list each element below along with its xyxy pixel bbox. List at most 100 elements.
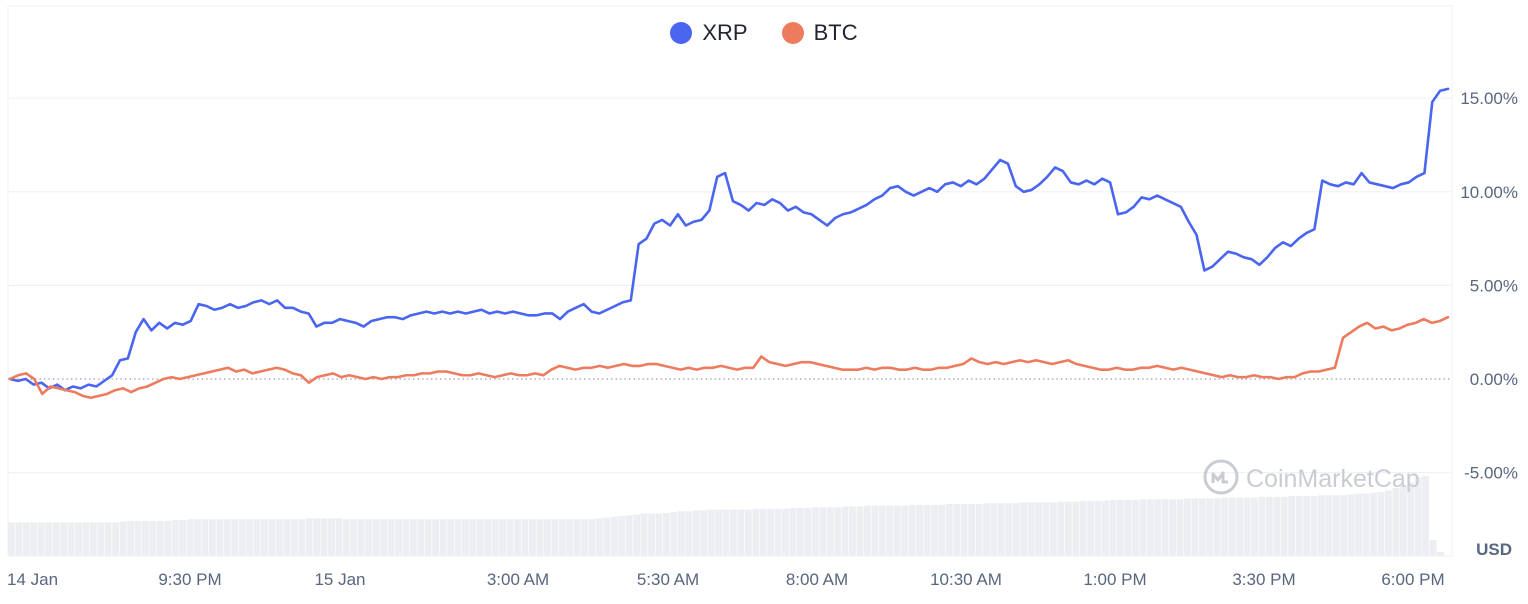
volume-bar bbox=[930, 504, 938, 556]
volume-bar bbox=[1332, 495, 1340, 556]
volume-bar bbox=[1221, 497, 1229, 556]
volume-bar bbox=[1318, 495, 1325, 556]
volume-bar bbox=[997, 503, 1005, 556]
x-tick-label: 10:30 AM bbox=[930, 570, 1002, 589]
x-tick-label: 6:00 PM bbox=[1381, 570, 1444, 589]
volume-bar bbox=[261, 519, 268, 556]
volume-bar bbox=[856, 506, 864, 556]
volume-bar bbox=[551, 519, 559, 556]
volume-bar bbox=[610, 516, 618, 556]
volume-bar bbox=[60, 522, 67, 556]
volume-bar bbox=[402, 519, 410, 556]
volume-bar bbox=[945, 504, 953, 556]
volume-bar bbox=[811, 507, 819, 556]
volume-bar bbox=[871, 505, 879, 556]
volume-bar bbox=[156, 520, 164, 556]
volume-bar bbox=[1057, 501, 1065, 556]
y-tick-label: 15.00% bbox=[1460, 89, 1518, 108]
volume-bar bbox=[730, 509, 737, 556]
volume-bar bbox=[439, 519, 447, 556]
volume-bar bbox=[1042, 502, 1050, 556]
volume-bar bbox=[1161, 499, 1169, 556]
volume-bar bbox=[1355, 493, 1363, 556]
volume-bar bbox=[1191, 498, 1199, 556]
volume-bar bbox=[938, 504, 946, 556]
volume-bar bbox=[581, 519, 588, 556]
volume-bar bbox=[1258, 496, 1266, 556]
volume-bar bbox=[923, 504, 931, 556]
volume-bar bbox=[692, 510, 700, 556]
volume-bar bbox=[1273, 496, 1281, 556]
legend-dot-btc bbox=[781, 22, 804, 44]
volume-bar bbox=[179, 520, 187, 556]
legend-item-btc[interactable]: BTC bbox=[781, 20, 858, 46]
series-line-btc[interactable] bbox=[8, 315, 1450, 400]
volume-bar bbox=[22, 522, 30, 556]
volume-bar bbox=[968, 504, 976, 556]
volume-bar bbox=[134, 520, 142, 556]
volume-bar bbox=[1325, 495, 1333, 556]
volume-bar bbox=[1303, 496, 1310, 556]
volume-bar bbox=[216, 519, 224, 556]
volume-bar bbox=[640, 513, 648, 556]
volume-bar bbox=[350, 519, 358, 556]
legend-label-btc: BTC bbox=[813, 20, 858, 45]
volume-bar bbox=[1407, 482, 1415, 556]
volume-bar bbox=[878, 505, 886, 556]
volume-bar bbox=[849, 506, 856, 556]
volume-bar bbox=[37, 522, 45, 556]
volume-bar bbox=[8, 522, 15, 556]
x-tick-label: 5:30 AM bbox=[637, 570, 699, 589]
x-tick-label: 14 Jan bbox=[7, 570, 58, 589]
volume-bar bbox=[380, 519, 388, 556]
volume-bar bbox=[558, 519, 566, 556]
volume-bar bbox=[983, 503, 990, 556]
volume-bar bbox=[759, 508, 767, 556]
volume-bar bbox=[290, 519, 298, 556]
volume-bar bbox=[305, 518, 313, 556]
volume-bar bbox=[975, 504, 983, 556]
volume-bar bbox=[417, 519, 425, 556]
coinmarketcap-logo bbox=[1203, 459, 1239, 495]
volume-bar bbox=[335, 518, 343, 556]
volume-bar bbox=[1154, 499, 1162, 556]
volume-bar bbox=[1012, 503, 1020, 556]
volume-bar bbox=[1087, 500, 1095, 556]
volume-bar bbox=[1236, 497, 1243, 556]
volume-bar bbox=[514, 519, 521, 556]
volume-bar bbox=[707, 509, 715, 556]
volume-bar bbox=[953, 504, 961, 556]
volume-bar bbox=[1288, 496, 1296, 556]
series-line-xrp[interactable] bbox=[8, 87, 1450, 392]
volume-bar bbox=[1213, 498, 1221, 556]
volume-bars bbox=[8, 476, 1444, 556]
x-axis-labels: 14 Jan 9:30 PM 15 Jan 3:00 AM 5:30 AM 8:00 AM… bbox=[7, 570, 1445, 589]
x-tick-label: 15 Jan bbox=[314, 570, 365, 589]
volume-bar bbox=[655, 513, 663, 556]
legend-item-xrp[interactable]: XRP bbox=[670, 20, 748, 46]
volume-bar bbox=[543, 519, 551, 556]
volume-bar bbox=[886, 505, 894, 556]
volume-bar bbox=[625, 515, 633, 556]
volume-bar bbox=[491, 519, 499, 556]
volume-bar bbox=[1109, 500, 1117, 556]
volume-bar bbox=[52, 522, 60, 556]
volume-bar bbox=[670, 512, 678, 556]
y-axis-labels: 15.00% 10.00% 5.00% 0.00% -5.00% bbox=[1460, 89, 1518, 482]
volume-bar bbox=[863, 505, 871, 556]
volume-bar bbox=[149, 520, 157, 556]
volume-bar bbox=[1020, 502, 1028, 556]
volume-bar bbox=[1206, 498, 1214, 556]
volume-bar bbox=[685, 511, 693, 556]
volume-bar bbox=[1310, 496, 1318, 556]
volume-bar bbox=[841, 506, 849, 556]
volume-bar bbox=[804, 508, 812, 556]
volume-bar bbox=[700, 510, 708, 556]
volume-bar bbox=[454, 519, 462, 556]
volume-bar bbox=[112, 522, 120, 556]
volume-bar bbox=[1422, 476, 1430, 556]
volume-bar bbox=[1064, 501, 1072, 556]
volume-bar bbox=[677, 511, 685, 556]
volume-bar bbox=[1399, 485, 1407, 556]
